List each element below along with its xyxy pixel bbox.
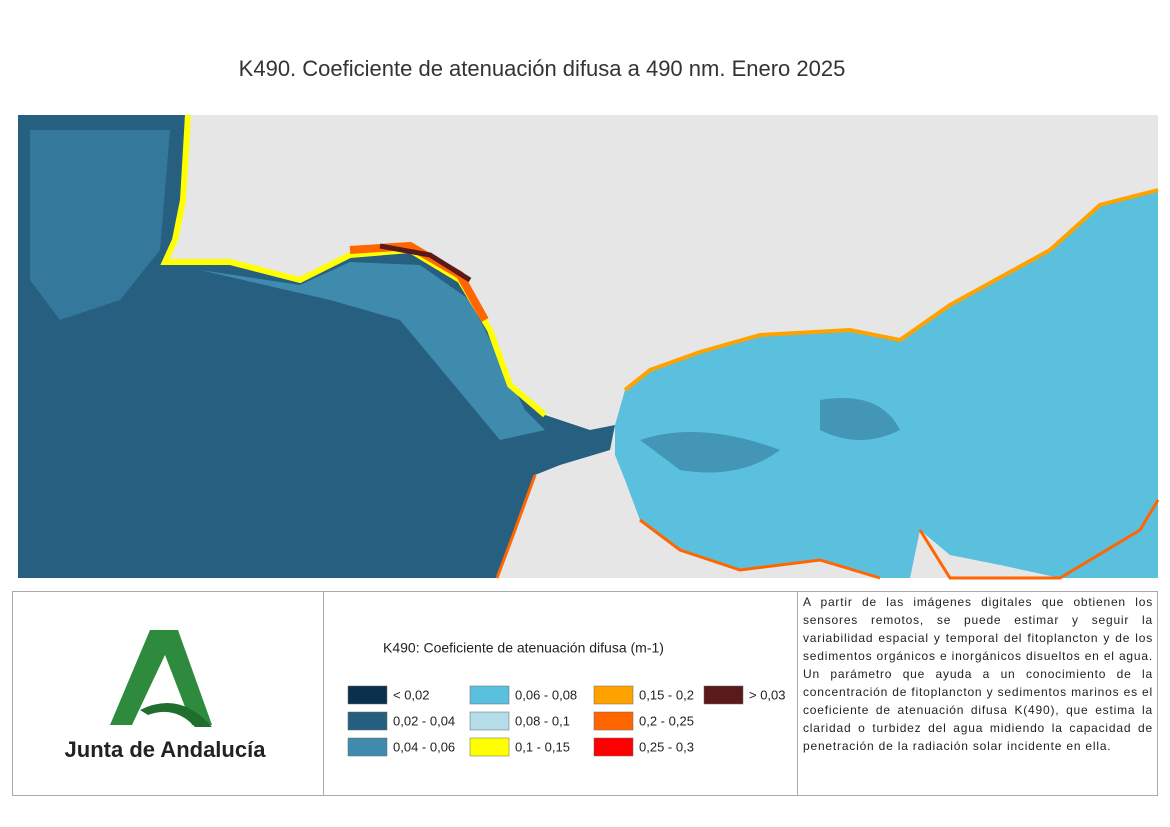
legend-label: 0,15 - 0,2 bbox=[639, 687, 694, 702]
panel bbox=[12, 591, 1158, 796]
legend-swatch bbox=[593, 711, 634, 731]
logo-a bbox=[110, 630, 212, 725]
map bbox=[18, 114, 1160, 580]
legend-label: 0,06 - 0,08 bbox=[515, 687, 577, 702]
coast-dark bbox=[379, 243, 472, 283]
logo-swoosh bbox=[140, 702, 212, 727]
legend-title: K490: Coeficiente de atenuación difusa (… bbox=[383, 640, 664, 656]
coast-africa bbox=[495, 474, 1160, 580]
legend-label: > 0,03 bbox=[749, 687, 786, 702]
legend-swatch bbox=[347, 737, 388, 757]
coast-med-north bbox=[623, 188, 1159, 392]
title: K490. Coeficiente de atenuación difusa a… bbox=[238, 56, 846, 81]
description: A partir de las imágenes digitales que o… bbox=[803, 595, 1153, 753]
legend: < 0,02 0,02 - 0,04 0,04 - 0,06 0,06 - 0,08 0… bbox=[347, 685, 786, 757]
legend-label: 0,1 - 0,15 bbox=[515, 739, 570, 754]
atlantic-shelf bbox=[30, 130, 170, 320]
legend-swatch bbox=[469, 711, 510, 731]
coast-yellow bbox=[160, 114, 547, 418]
legend-label: 0,08 - 0,1 bbox=[515, 713, 570, 728]
legend-swatch bbox=[469, 737, 510, 757]
legend-swatch bbox=[347, 685, 388, 705]
logo: Junta de Andalucía bbox=[65, 630, 267, 762]
legend-label: < 0,02 bbox=[393, 687, 430, 702]
atlantic-coastal bbox=[200, 262, 545, 440]
legend-swatch bbox=[347, 711, 388, 731]
legend-swatch bbox=[593, 737, 634, 757]
mediterranean bbox=[615, 190, 1158, 578]
legend-label: 0,04 - 0,06 bbox=[393, 739, 455, 754]
med-patches bbox=[640, 398, 900, 473]
legend-swatch bbox=[593, 685, 634, 705]
legend-label: 0,25 - 0,3 bbox=[639, 739, 694, 754]
logo-text: Junta de Andalucía bbox=[65, 737, 267, 762]
legend-label: 0,2 - 0,25 bbox=[639, 713, 694, 728]
atlantic bbox=[18, 115, 615, 578]
legend-swatch bbox=[469, 685, 510, 705]
legend-label: 0,02 - 0,04 bbox=[393, 713, 455, 728]
legend-swatch bbox=[703, 685, 744, 705]
